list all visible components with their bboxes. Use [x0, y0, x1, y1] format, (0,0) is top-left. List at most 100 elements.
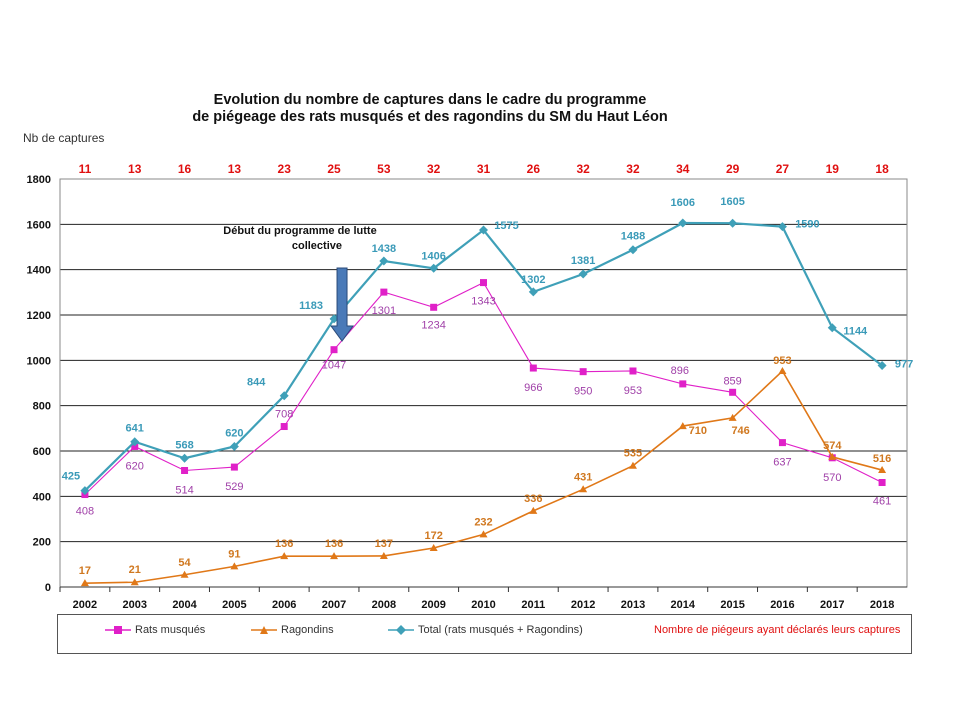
trapper-count-2008: 53	[377, 162, 391, 176]
point-rats-2011	[529, 364, 537, 372]
point-total-2011	[528, 287, 538, 297]
point-rats-2018	[878, 479, 886, 487]
point-total-2004	[180, 453, 190, 463]
data-label-total-2010: 1575	[494, 220, 518, 232]
trapper-count-2005: 13	[228, 162, 242, 176]
y-tick-label-1400: 1400	[27, 265, 51, 277]
point-ragondins-2015	[728, 413, 737, 421]
point-total-2007	[329, 314, 339, 324]
data-label-rats-2002: 408	[76, 506, 94, 518]
legend-swatch-rats	[105, 626, 131, 634]
data-label-ragondins-2009: 172	[424, 530, 442, 542]
trapper-count-2003: 13	[128, 162, 142, 176]
data-label-ragondins-2008: 137	[375, 538, 393, 550]
data-label-rats-2018: 461	[873, 496, 891, 508]
point-total-2008	[379, 256, 389, 266]
y-tick-label-200: 200	[33, 537, 51, 549]
point-ragondins-2011	[529, 506, 538, 514]
y-tick-label-0: 0	[45, 582, 51, 594]
y-tick-label-800: 800	[33, 401, 51, 413]
point-total-2013	[628, 245, 638, 255]
y-tick-label-400: 400	[33, 491, 51, 503]
data-label-ragondins-2011: 336	[524, 493, 542, 505]
data-label-ragondins-2014: 710	[689, 425, 707, 437]
data-label-total-2016: 1590	[795, 219, 819, 231]
point-rats-2013	[629, 367, 637, 375]
data-label-total-2012: 1381	[571, 255, 595, 267]
legend-label-trappers: Nombre de piégeurs ayant déclarés leurs …	[654, 624, 901, 636]
x-tick-label-2014: 2014	[671, 599, 696, 611]
x-tick-label-2004: 2004	[172, 599, 197, 611]
data-label-rats-2016: 637	[773, 457, 791, 469]
point-ragondins-2006	[280, 552, 289, 560]
point-total-2002	[80, 486, 90, 496]
chart-title-line-1: Evolution du nombre de captures dans le …	[213, 92, 647, 108]
data-label-rats-2006: 708	[275, 409, 293, 421]
trapper-count-2014: 34	[676, 162, 690, 176]
data-label-ragondins-2004: 54	[178, 557, 191, 569]
data-label-ragondins-2015: 746	[731, 425, 749, 437]
data-label-rats-2017: 570	[823, 472, 841, 484]
point-rats-2003	[131, 442, 139, 450]
point-ragondins-2002	[80, 579, 89, 587]
point-rats-2012	[579, 368, 587, 376]
point-ragondins-2008	[379, 551, 388, 559]
trapper-count-2007: 25	[327, 162, 341, 176]
legend: Rats musqués Ragondins Total (rats musqu…	[57, 614, 912, 654]
data-label-rats-2015: 859	[723, 375, 741, 387]
data-label-ragondins-2013: 535	[624, 448, 642, 460]
annotation-line-2: collective	[292, 240, 342, 252]
legend-label-ragondins: Ragondins	[281, 624, 334, 636]
data-label-ragondins-2007: 136	[325, 538, 343, 550]
point-rats-2004	[181, 466, 189, 474]
data-label-total-2004: 568	[175, 439, 193, 451]
data-label-ragondins-2005: 91	[228, 548, 240, 560]
data-label-total-2017: 1144	[843, 326, 868, 338]
data-label-rats-2010: 1343	[471, 296, 495, 308]
annotation-line-1: Début du programme de lutte	[223, 225, 376, 237]
data-label-ragondins-2003: 21	[129, 564, 141, 576]
legend-swatch-ragondins	[251, 626, 277, 634]
point-ragondins-2012	[579, 485, 588, 493]
point-ragondins-2009	[429, 544, 438, 552]
data-label-rats-2005: 529	[225, 481, 243, 493]
data-label-rats-2003: 620	[126, 460, 144, 472]
x-tick-label-2018: 2018	[870, 599, 894, 611]
data-label-total-2013: 1488	[621, 231, 645, 243]
point-total-2005	[229, 441, 239, 451]
data-label-rats-2009: 1234	[421, 319, 445, 331]
trapper-count-2015: 29	[726, 162, 740, 176]
series-line-rats	[84, 281, 883, 495]
data-label-total-2014: 1606	[671, 197, 695, 209]
x-tick-label-2008: 2008	[372, 599, 396, 611]
data-label-rats-2014: 896	[671, 365, 689, 377]
data-label-rats-2004: 514	[175, 484, 193, 496]
data-label-rats-2012: 950	[574, 386, 592, 398]
point-ragondins-2017	[828, 452, 837, 460]
data-label-total-2011: 1302	[521, 274, 545, 286]
x-tick-label-2010: 2010	[471, 599, 495, 611]
legend-label-rats: Rats musqués	[135, 624, 206, 636]
data-label-total-2007: 1183	[299, 300, 323, 312]
point-total-2003	[130, 437, 140, 447]
legend-item-total: Total (rats musqués + Ragondins)	[388, 624, 583, 636]
trapper-count-2004: 16	[178, 162, 192, 176]
point-rats-2009	[430, 303, 438, 311]
point-total-2009	[429, 263, 439, 273]
point-total-2010	[479, 225, 488, 235]
point-rats-2015	[729, 388, 737, 396]
x-tick-label-2002: 2002	[73, 599, 97, 611]
data-label-total-2015: 1605	[720, 196, 744, 208]
point-ragondins-2013	[628, 461, 637, 469]
data-label-ragondins-2002: 17	[79, 565, 91, 577]
trapper-count-2017: 19	[826, 162, 840, 176]
point-ragondins-2004	[180, 570, 189, 578]
point-rats-2007	[330, 346, 338, 354]
legend-item-trappers: Nombre de piégeurs ayant déclarés leurs …	[654, 624, 900, 636]
data-label-ragondins-2017: 574	[823, 440, 842, 452]
x-tick-label-2015: 2015	[720, 599, 744, 611]
data-label-ragondins-2018: 516	[873, 453, 891, 465]
point-total-2006	[279, 391, 289, 401]
data-label-ragondins-2010: 232	[474, 516, 492, 528]
point-total-2018	[877, 361, 887, 371]
